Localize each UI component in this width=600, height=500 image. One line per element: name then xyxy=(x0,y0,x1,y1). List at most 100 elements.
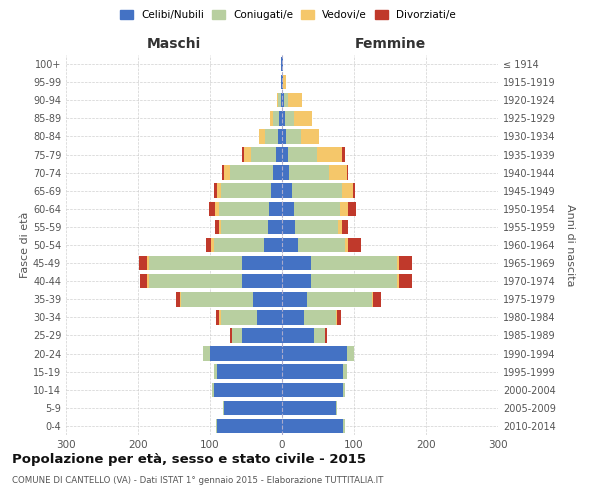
Bar xyxy=(257,310,282,324)
Bar xyxy=(285,111,293,126)
Bar xyxy=(282,184,292,198)
Bar xyxy=(253,292,282,306)
Bar xyxy=(223,400,224,415)
Bar xyxy=(282,418,343,433)
Bar xyxy=(206,238,211,252)
Bar xyxy=(148,274,149,288)
Bar xyxy=(279,111,282,126)
Bar xyxy=(230,328,232,342)
Bar xyxy=(282,93,284,108)
Bar xyxy=(140,274,148,288)
Bar xyxy=(221,166,224,180)
Bar xyxy=(344,238,348,252)
Bar xyxy=(301,129,319,144)
Text: Popolazione per età, sesso e stato civile - 2015: Popolazione per età, sesso e stato civil… xyxy=(12,452,366,466)
Bar xyxy=(347,346,354,361)
Bar xyxy=(209,202,215,216)
Bar xyxy=(340,202,347,216)
Bar xyxy=(203,346,210,361)
Bar xyxy=(270,111,274,126)
Bar xyxy=(232,328,242,342)
Bar xyxy=(397,256,400,270)
Bar xyxy=(304,310,336,324)
Bar xyxy=(282,364,343,379)
Bar xyxy=(268,220,282,234)
Bar xyxy=(283,75,286,90)
Bar xyxy=(217,364,282,379)
Text: COMUNE DI CANTELLO (VA) - Dati ISTAT 1° gennaio 2015 - Elaborazione TUTTITALIA.I: COMUNE DI CANTELLO (VA) - Dati ISTAT 1° … xyxy=(12,476,383,485)
Bar xyxy=(343,418,344,433)
Bar xyxy=(274,166,282,180)
Bar xyxy=(282,148,288,162)
Bar xyxy=(282,57,283,72)
Bar xyxy=(282,274,311,288)
Bar xyxy=(139,256,148,270)
Bar xyxy=(343,382,344,397)
Bar xyxy=(325,328,326,342)
Bar xyxy=(342,220,347,234)
Bar xyxy=(214,382,282,397)
Bar xyxy=(282,346,347,361)
Bar xyxy=(149,274,242,288)
Bar xyxy=(242,148,244,162)
Bar xyxy=(181,292,253,306)
Bar xyxy=(214,364,217,379)
Bar xyxy=(282,238,298,252)
Bar xyxy=(286,129,301,144)
Bar xyxy=(295,220,338,234)
Bar xyxy=(221,220,268,234)
Bar xyxy=(293,111,311,126)
Bar xyxy=(210,346,282,361)
Bar xyxy=(242,256,282,270)
Bar xyxy=(149,256,242,270)
Bar xyxy=(224,166,230,180)
Bar xyxy=(281,57,282,72)
Bar xyxy=(289,166,329,180)
Bar xyxy=(230,166,274,180)
Bar xyxy=(372,292,373,306)
Bar xyxy=(314,328,325,342)
Bar xyxy=(336,400,337,415)
Bar xyxy=(348,238,361,252)
Bar xyxy=(224,400,282,415)
Bar xyxy=(278,129,282,144)
Y-axis label: Fasce di età: Fasce di età xyxy=(20,212,30,278)
Bar xyxy=(221,184,271,198)
Text: Femmine: Femmine xyxy=(355,38,425,52)
Bar xyxy=(282,256,311,270)
Bar xyxy=(216,418,217,433)
Bar xyxy=(342,148,344,162)
Bar xyxy=(282,310,304,324)
Bar xyxy=(180,292,181,306)
Bar xyxy=(292,184,343,198)
Bar xyxy=(400,274,412,288)
Bar xyxy=(337,310,341,324)
Bar xyxy=(311,274,397,288)
Bar xyxy=(281,93,282,108)
Bar xyxy=(271,184,282,198)
Bar xyxy=(277,93,278,108)
Bar xyxy=(176,292,180,306)
Bar xyxy=(282,166,289,180)
Bar xyxy=(278,93,281,108)
Bar xyxy=(284,93,288,108)
Bar xyxy=(282,75,283,90)
Bar xyxy=(353,184,355,198)
Bar xyxy=(242,274,282,288)
Bar xyxy=(282,400,336,415)
Bar xyxy=(293,202,340,216)
Bar xyxy=(259,129,265,144)
Bar xyxy=(215,202,218,216)
Bar xyxy=(282,382,343,397)
Bar xyxy=(264,238,282,252)
Bar xyxy=(217,310,220,324)
Bar xyxy=(282,129,286,144)
Bar xyxy=(343,364,347,379)
Bar xyxy=(221,310,257,324)
Bar xyxy=(282,111,285,126)
Y-axis label: Anni di nascita: Anni di nascita xyxy=(565,204,575,286)
Bar xyxy=(214,184,217,198)
Bar xyxy=(397,274,400,288)
Bar xyxy=(269,202,282,216)
Bar xyxy=(148,256,149,270)
